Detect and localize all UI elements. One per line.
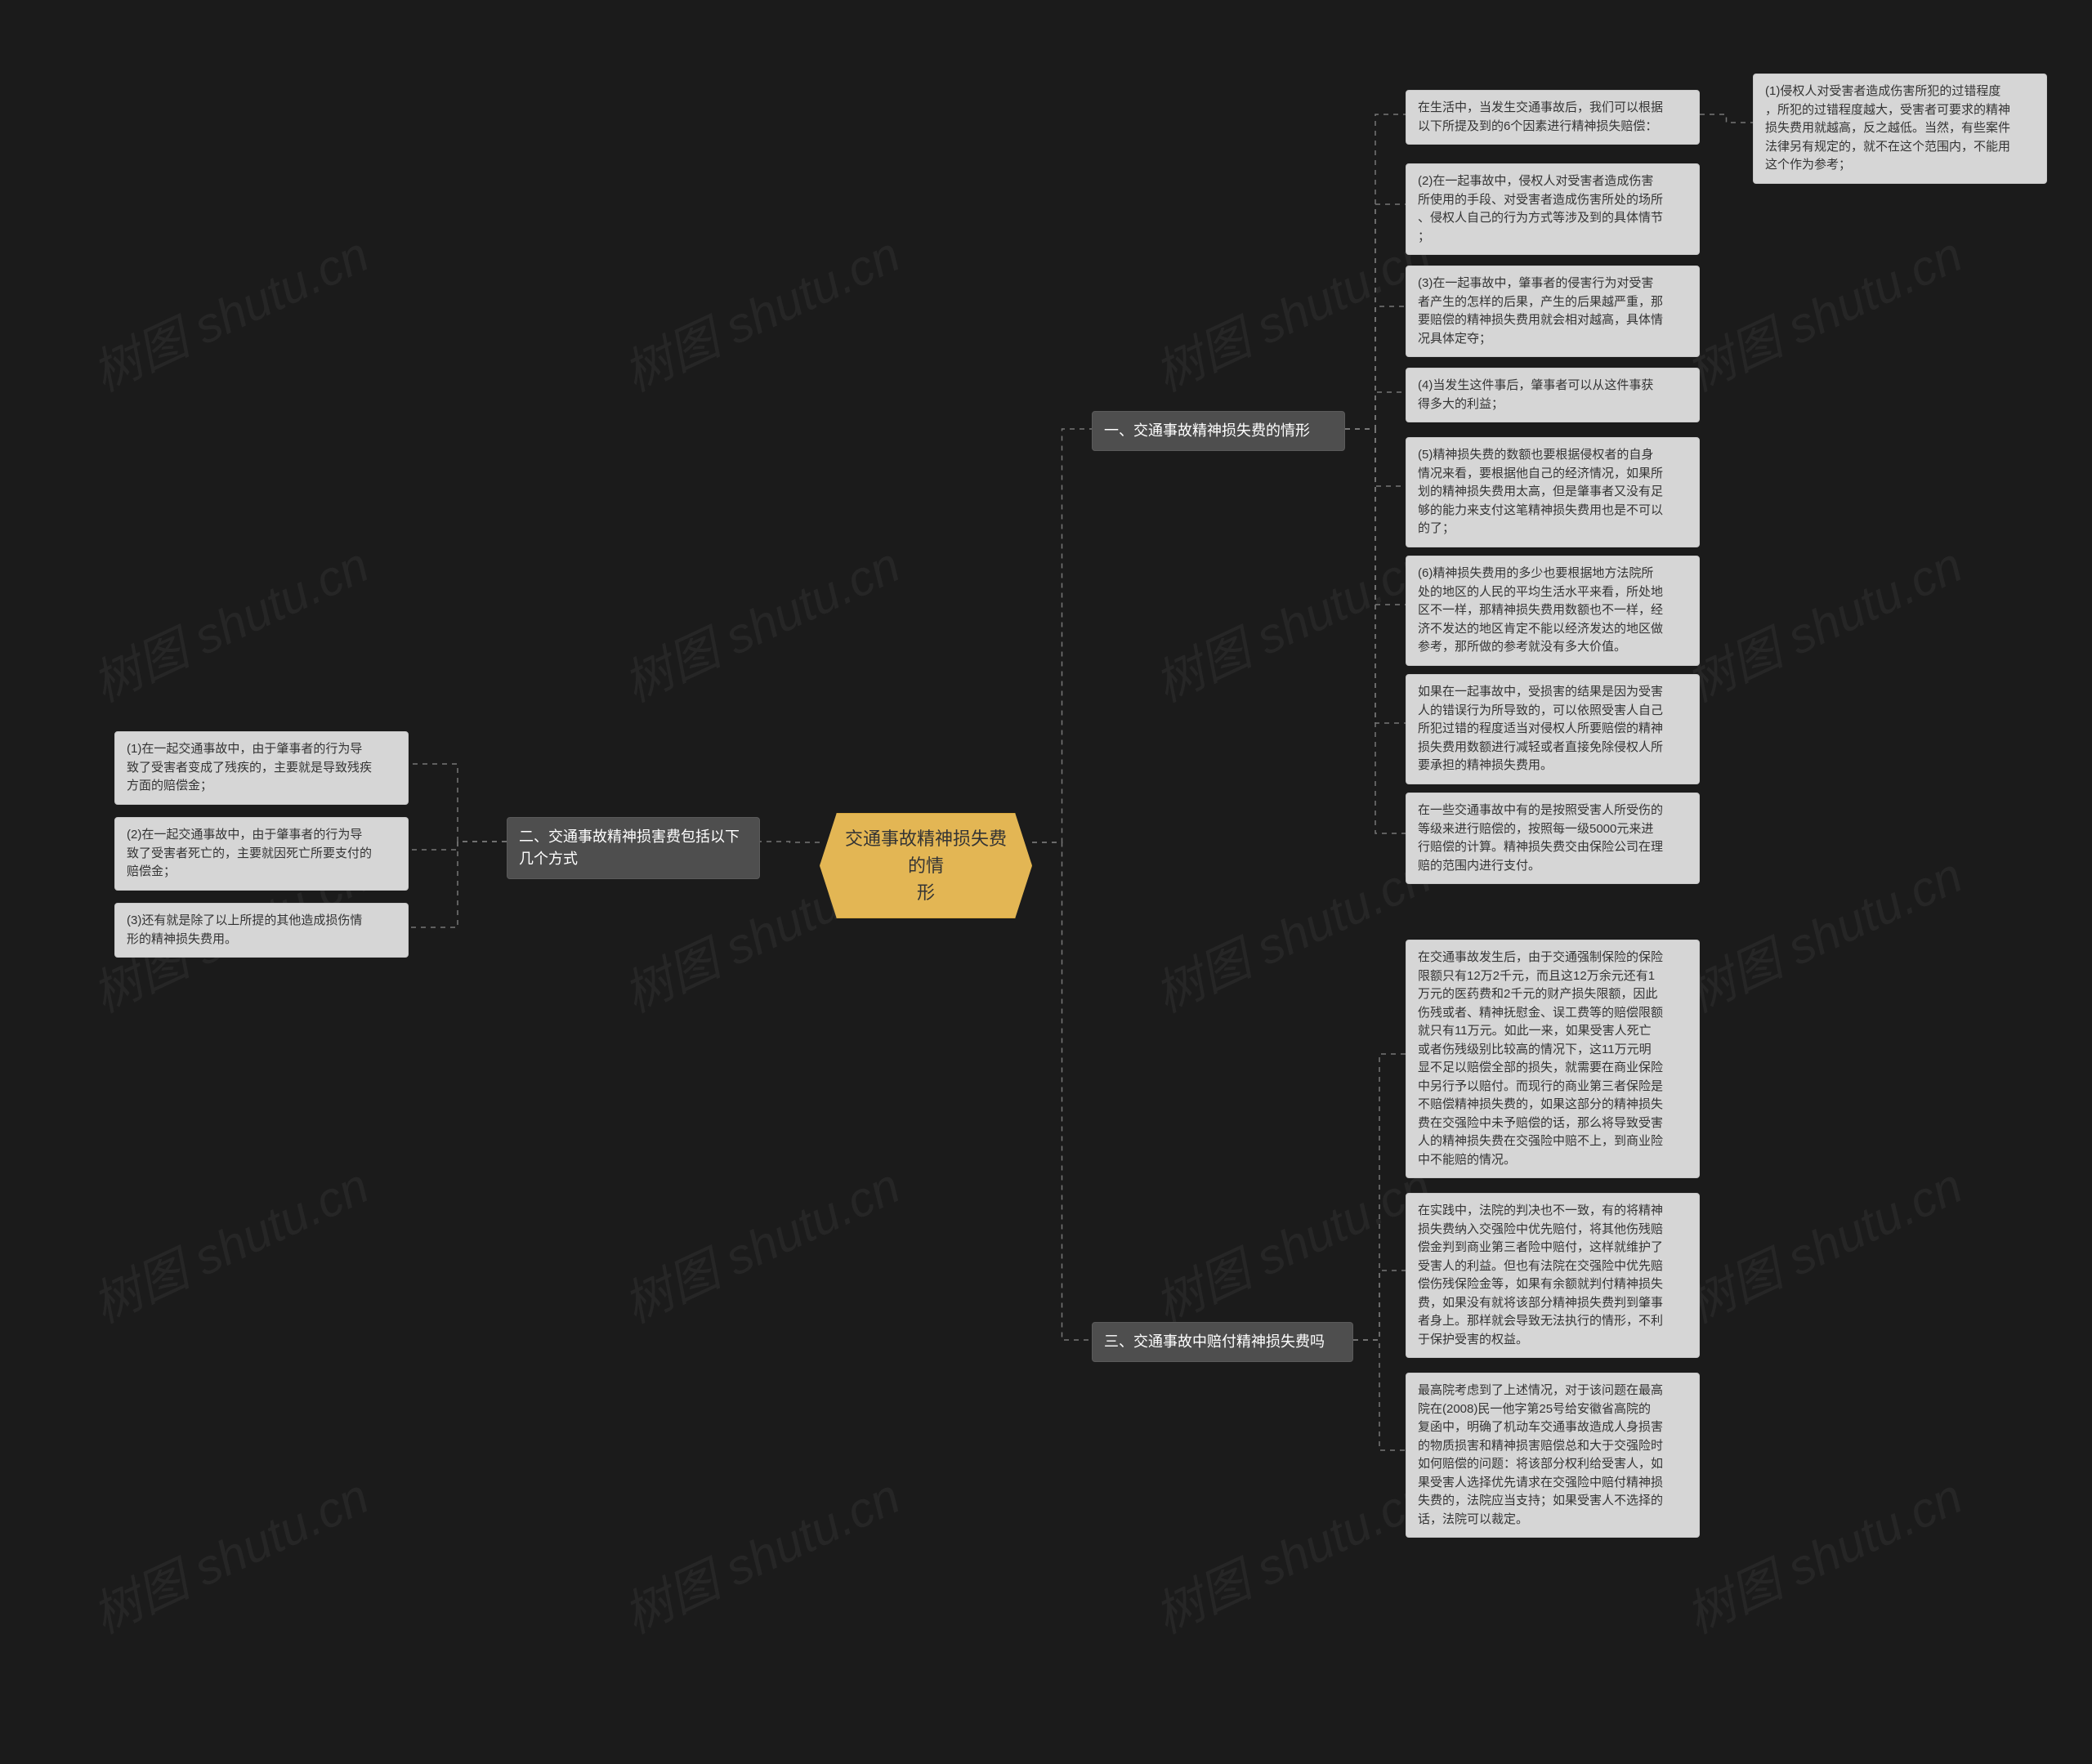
node-text: (1)侵权人对受害者造成伤害所犯的过错程度 ，所犯的过错程度越大，受害者可要求的… (1765, 83, 2010, 175)
node-text: 最高院考虑到了上述情况，对于该问题在最高 院在(2008)民一他字第25号给安徽… (1418, 1382, 1663, 1529)
connector (1353, 1340, 1406, 1450)
node-text: (4)当发生这件事后，肇事者可以从这件事获 得多大的利益； (1418, 377, 1653, 413)
watermark: 树图 shutu.cn (79, 1147, 378, 1337)
node-text: 在实践中，法院的判决也不一致，有的将精神 损失费纳入交强险中优先赔付，将其他伤残… (1418, 1202, 1663, 1349)
node-text: 三、交通事故中赔付精神损失费吗 (1104, 1331, 1325, 1353)
node-text: (5)精神损失费的数额也要根据侵权者的自身 情况来看，要根据他自己的经济情况，如… (1418, 446, 1663, 538)
node-l2_2[interactable]: (2)在一起交通事故中，由于肇事者的行为导 致了受害者死亡的，主要就因死亡所要支… (114, 817, 409, 891)
watermark: 树图 shutu.cn (610, 216, 910, 405)
watermark: 树图 shutu.cn (79, 1458, 378, 1647)
node-text: 二、交通事故精神损害费包括以下 几个方式 (519, 826, 740, 870)
node-l3_1[interactable]: 在交通事故发生后，由于交通强制保险的保险 限额只有12万2千元，而且这12万余元… (1406, 940, 1700, 1178)
node-l1_2[interactable]: (3)在一起事故中，肇事者的侵害行为对受害 者产生的怎样的后果，产生的后果越严重… (1406, 266, 1700, 357)
node-b2[interactable]: 二、交通事故精神损害费包括以下 几个方式 (507, 817, 760, 879)
node-text: 在一些交通事故中有的是按照受害人所受伤的 等级来进行赔偿的，按照每一级5000元… (1418, 802, 1663, 875)
node-l2_1[interactable]: (1)在一起交通事故中，由于肇事者的行为导 致了受害者变成了残疾的，主要就是导致… (114, 731, 409, 805)
node-b3[interactable]: 三、交通事故中赔付精神损失费吗 (1092, 1322, 1353, 1362)
node-text: 交通事故精神损失费的情 形 (843, 825, 1008, 906)
watermark: 树图 shutu.cn (1673, 526, 1972, 716)
node-l1_0[interactable]: 在生活中，当发生交通事故后，我们可以根据 以下所提及到的6个因素进行精神损失赔偿… (1406, 90, 1700, 145)
node-l1_0_1[interactable]: (1)侵权人对受害者造成伤害所犯的过错程度 ，所犯的过错程度越大，受害者可要求的… (1753, 74, 2047, 184)
connector (1032, 842, 1092, 1340)
watermark: 树图 shutu.cn (1142, 837, 1441, 1026)
connector (1345, 429, 1406, 833)
node-l1_7[interactable]: 在一些交通事故中有的是按照受害人所受伤的 等级来进行赔偿的，按照每一级5000元… (1406, 793, 1700, 884)
connector (1353, 1054, 1406, 1340)
connector (1032, 429, 1092, 842)
node-l1_5[interactable]: (6)精神损失费用的多少也要根据地方法院所 处的地区的人民的平均生活水平来看，所… (1406, 556, 1700, 666)
connector (1345, 429, 1406, 723)
connector (409, 842, 507, 850)
node-l3_2[interactable]: 在实践中，法院的判决也不一致，有的将精神 损失费纳入交强险中优先赔付，将其他伤残… (1406, 1193, 1700, 1358)
node-text: (2)在一起交通事故中，由于肇事者的行为导 致了受害者死亡的，主要就因死亡所要支… (127, 826, 372, 882)
node-l2_3[interactable]: (3)还有就是除了以上所提的其他造成损伤情 形的精神损失费用。 (114, 903, 409, 958)
node-b1[interactable]: 一、交通事故精神损失费的情形 (1092, 411, 1345, 451)
watermark: 树图 shutu.cn (1673, 837, 1972, 1026)
mindmap-canvas: 树图 shutu.cn 树图 shutu.cn 树图 shutu.cn 树图 shut… (0, 0, 2092, 1764)
watermark: 树图 shutu.cn (1673, 1147, 1972, 1337)
connector (1345, 429, 1406, 605)
node-l1_3[interactable]: (4)当发生这件事后，肇事者可以从这件事获 得多大的利益； (1406, 368, 1700, 422)
node-text: 在交通事故发生后，由于交通强制保险的保险 限额只有12万2千元，而且这12万余元… (1418, 949, 1663, 1169)
node-text: (1)在一起交通事故中，由于肇事者的行为导 致了受害者变成了残疾的，主要就是导致… (127, 740, 372, 796)
node-text: (6)精神损失费用的多少也要根据地方法院所 处的地区的人民的平均生活水平来看，所… (1418, 565, 1663, 657)
watermark: 树图 shutu.cn (1142, 216, 1441, 405)
watermark: 树图 shutu.cn (610, 526, 910, 716)
watermark: 树图 shutu.cn (610, 1458, 910, 1647)
connector (409, 842, 507, 927)
watermark: 树图 shutu.cn (79, 526, 378, 716)
watermark: 树图 shutu.cn (1673, 216, 1972, 405)
watermark: 树图 shutu.cn (1673, 1458, 1972, 1647)
node-text: 如果在一起事故中，受损害的结果是因为受害 人的错误行为所导致的，可以依照受害人自… (1418, 683, 1663, 775)
watermark: 树图 shutu.cn (1142, 1458, 1441, 1647)
node-l3_3[interactable]: 最高院考虑到了上述情况，对于该问题在最高 院在(2008)民一他字第25号给安徽… (1406, 1373, 1700, 1538)
connector (1345, 392, 1406, 429)
connector (1345, 306, 1406, 429)
node-root[interactable]: 交通事故精神损失费的情 形 (820, 813, 1032, 918)
node-text: 一、交通事故精神损失费的情形 (1104, 420, 1310, 442)
watermark: 树图 shutu.cn (1142, 526, 1441, 716)
watermark: 树图 shutu.cn (79, 216, 378, 405)
node-text: (2)在一起事故中，侵权人对受害者造成伤害 所使用的手段、对受害者造成伤害所处的… (1418, 172, 1663, 246)
watermark: 树图 shutu.cn (1142, 1147, 1441, 1337)
node-text: (3)还有就是除了以上所提的其他造成损伤情 形的精神损失费用。 (127, 912, 362, 949)
connector (1345, 429, 1406, 486)
watermark: 树图 shutu.cn (610, 1147, 910, 1337)
connector (1345, 204, 1406, 429)
node-text: (3)在一起事故中，肇事者的侵害行为对受害 者产生的怎样的后果，产生的后果越严重… (1418, 275, 1663, 348)
node-l1_6[interactable]: 如果在一起事故中，受损害的结果是因为受害 人的错误行为所导致的，可以依照受害人自… (1406, 674, 1700, 784)
connector (1345, 114, 1406, 429)
connector (409, 764, 507, 842)
node-l1_1[interactable]: (2)在一起事故中，侵权人对受害者造成伤害 所使用的手段、对受害者造成伤害所处的… (1406, 163, 1700, 255)
connector (1700, 114, 1753, 123)
node-text: 在生活中，当发生交通事故后，我们可以根据 以下所提及到的6个因素进行精神损失赔偿… (1418, 99, 1663, 136)
node-l1_4[interactable]: (5)精神损失费的数额也要根据侵权者的自身 情况来看，要根据他自己的经济情况，如… (1406, 437, 1700, 547)
connector (1353, 1271, 1406, 1340)
